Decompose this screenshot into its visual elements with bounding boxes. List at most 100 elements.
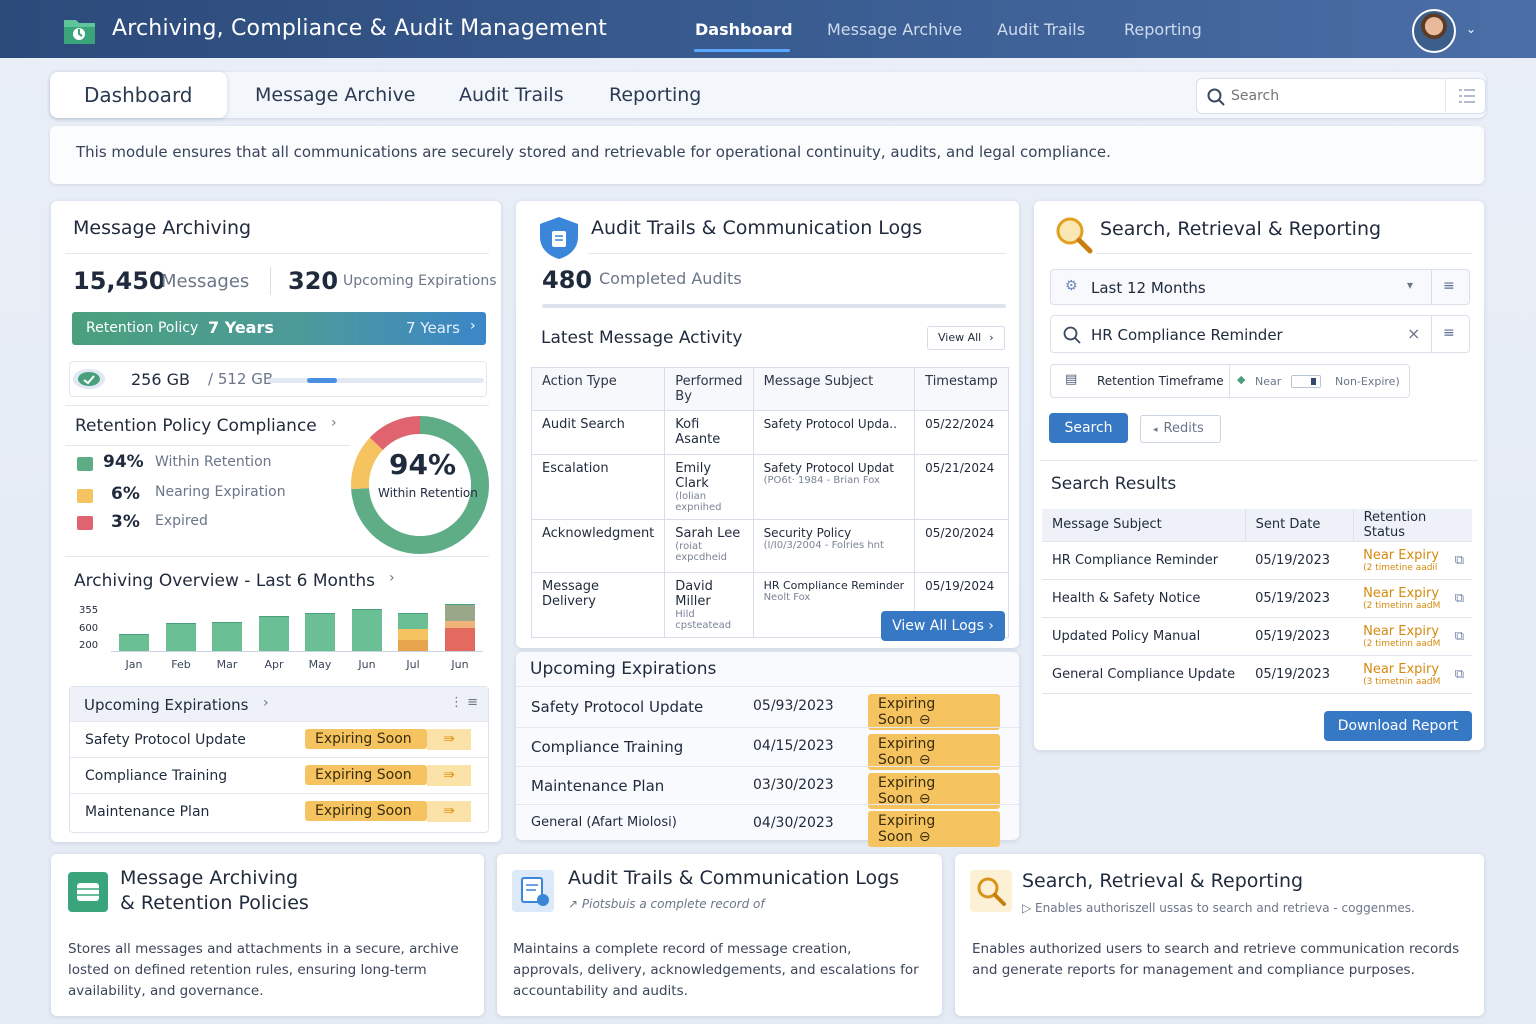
divider	[1040, 460, 1478, 461]
more-options-icon[interactable]: ⋮ ≡	[450, 695, 479, 710]
topnav-audit-trails[interactable]: Audit Trails	[997, 20, 1086, 39]
card-title: Search, Retrieval & Reporting	[1022, 870, 1304, 892]
item-date: 03/30/2023	[753, 777, 834, 793]
open-icon[interactable]: ⧉	[1454, 666, 1464, 682]
archive-box-icon	[68, 872, 108, 912]
chevron-right-icon[interactable]: ›	[331, 415, 337, 431]
app-logo-icon	[64, 20, 95, 44]
list-icon[interactable]: ≡	[1443, 325, 1455, 341]
tab-reporting[interactable]: Reporting	[609, 84, 702, 106]
x-tick-label: May	[308, 658, 332, 671]
list-icon[interactable]	[1459, 89, 1475, 103]
search-button[interactable]: Search	[1049, 413, 1128, 443]
topnav-message-archive[interactable]: Message Archive	[827, 20, 963, 39]
performed-by: David Miller	[675, 579, 713, 609]
chart-bar[interactable]	[445, 604, 475, 651]
download-report-button[interactable]: Download Report	[1324, 711, 1472, 741]
list-item[interactable]: Compliance Training Expiring Soon ⇛	[70, 757, 488, 793]
list-item[interactable]: Safety Protocol Update Expiring Soon ⇛	[70, 721, 488, 757]
completed-count: 480	[542, 266, 593, 294]
list-item[interactable]: Maintenance Plan 03/30/2023 Expiring Soon ⊖	[516, 766, 1019, 809]
item-date: 04/30/2023	[753, 815, 834, 831]
nonexpire-option[interactable]: Non-Expire)	[1335, 375, 1400, 388]
chart-bar[interactable]	[212, 622, 242, 651]
table-row[interactable]: Acknowledgment Sarah Lee (roiat expcdheid S…	[530, 519, 1009, 573]
chart-bar[interactable]	[305, 613, 335, 651]
date-range-select[interactable]: ⚙ Last 12 Months ▾ ≡	[1050, 269, 1470, 305]
topnav-reporting[interactable]: Reporting	[1124, 20, 1202, 39]
status-badge: Expiring Soon	[305, 765, 427, 785]
divider	[1229, 365, 1230, 397]
open-icon[interactable]: ⧉	[1454, 552, 1464, 568]
donut-segment-nearing	[351, 416, 489, 554]
open-icon[interactable]: ⧉	[1454, 590, 1464, 606]
retention-timeframe-filter[interactable]: ▤ Retention Timeframe ◆ Near Non-Expire)	[1050, 364, 1410, 398]
info-card-archiving: Message Archiving & Retention Policies S…	[51, 854, 484, 1016]
list-item[interactable]: Compliance Training 04/15/2023 Expiring So…	[516, 727, 1019, 770]
chevron-down-icon[interactable]: ⌄	[1466, 22, 1477, 36]
card-title: Audit Trails & Communication Logs	[568, 867, 900, 889]
table-row[interactable]: Escalation Emily Clark (lolian expnihed Saf…	[530, 454, 1009, 520]
result-date: 05/19/2023	[1245, 541, 1354, 580]
tab-message-archive[interactable]: Message Archive	[255, 84, 416, 106]
expired-pct: 3%	[111, 512, 140, 532]
action-cell: Acknowledgment	[530, 519, 666, 573]
reset-button[interactable]: ◂ Redits	[1140, 415, 1221, 443]
column-header[interactable]: Performed By	[664, 367, 754, 411]
x-tick-label: Mar	[216, 658, 238, 671]
user-avatar[interactable]	[1412, 9, 1456, 53]
performed-by-cell: David Miller Hild cpsteatead	[664, 572, 754, 638]
status-label: Expiring Soon	[878, 696, 936, 728]
timestamp-cell: 05/22/2024	[914, 410, 1009, 455]
shield-icon	[540, 217, 578, 259]
result-status: Near Expiry	[1363, 661, 1440, 677]
document-icon	[512, 870, 554, 912]
item-name: Safety Protocol Update	[85, 732, 246, 748]
clear-icon[interactable]: ×	[1407, 324, 1421, 343]
result-date: 05/19/2023	[1245, 579, 1354, 618]
topnav-dashboard[interactable]: Dashboard	[695, 20, 793, 39]
reset-label: Redits	[1163, 421, 1204, 436]
x-tick-label: Jun	[358, 658, 376, 671]
chart-bar[interactable]	[259, 616, 289, 651]
table-row[interactable]: HR Compliance Reminder 05/19/2023 Near Exp…	[1042, 541, 1472, 580]
chart-bar[interactable]	[398, 613, 428, 651]
view-all-logs-button[interactable]: View All Logs ›	[881, 611, 1005, 641]
table-row[interactable]: General Compliance Update 05/19/2023 Near …	[1042, 655, 1472, 694]
column-header[interactable]: Retention Status	[1353, 509, 1472, 542]
chevron-down-icon: ▾	[1407, 278, 1414, 292]
calendar-icon: ▤	[1065, 372, 1078, 387]
list-item[interactable]: Maintenance Plan Expiring Soon ⇛	[70, 793, 488, 829]
table-row[interactable]: Health & Safety Notice 05/19/2023 Near Exp…	[1042, 579, 1472, 618]
table-row[interactable]: Audit Search Kofi Asante Safety Protocol U…	[530, 410, 1009, 455]
chart-bar[interactable]	[119, 634, 149, 651]
view-all-button[interactable]: View All ›	[927, 326, 1005, 350]
toggle-switch[interactable]	[1291, 375, 1321, 388]
chevron-right-icon[interactable]: ›	[263, 695, 269, 711]
divider	[1096, 253, 1472, 254]
search-icon	[1063, 326, 1081, 344]
search-input[interactable]	[1231, 86, 1431, 106]
chart-bar[interactable]	[352, 609, 382, 651]
near-option[interactable]: Near	[1255, 375, 1282, 388]
tab-audit-trails[interactable]: Audit Trails	[459, 84, 564, 106]
timeframe-label: Retention Timeframe	[1097, 374, 1224, 388]
query-field[interactable]: HR Compliance Reminder × ≡	[1050, 315, 1470, 353]
table-row[interactable]: Updated Policy Manual 05/19/2023 Near Expi…	[1042, 617, 1472, 656]
open-icon[interactable]: ⧉	[1454, 628, 1464, 644]
column-header[interactable]: Action Type	[530, 367, 666, 411]
chart-bar[interactable]	[166, 623, 196, 651]
retention-policy-bar[interactable]: Retention Policy 7 Years 7 Years ›	[72, 312, 486, 345]
list-item[interactable]: General (Afart Miolosi) 04/30/2023 Expirin…	[516, 804, 1019, 847]
message-subject: Safety Protocol Updat	[763, 461, 895, 475]
action-type: Acknowledgment	[542, 526, 655, 541]
chevron-right-icon[interactable]: ›	[389, 570, 395, 586]
list-icon[interactable]: ≡	[1443, 278, 1455, 294]
column-header[interactable]: Message Subject	[752, 367, 916, 411]
list-item[interactable]: Safety Protocol Update 05/93/2023 Expiring…	[516, 688, 1019, 730]
column-header[interactable]: Message Subject	[1042, 509, 1246, 542]
performed-by-cell: Kofi Asante	[664, 410, 754, 455]
tab-dashboard[interactable]: Dashboard	[50, 72, 227, 118]
column-header[interactable]: Timestamp	[914, 367, 1009, 411]
column-header[interactable]: Sent Date	[1245, 509, 1354, 542]
